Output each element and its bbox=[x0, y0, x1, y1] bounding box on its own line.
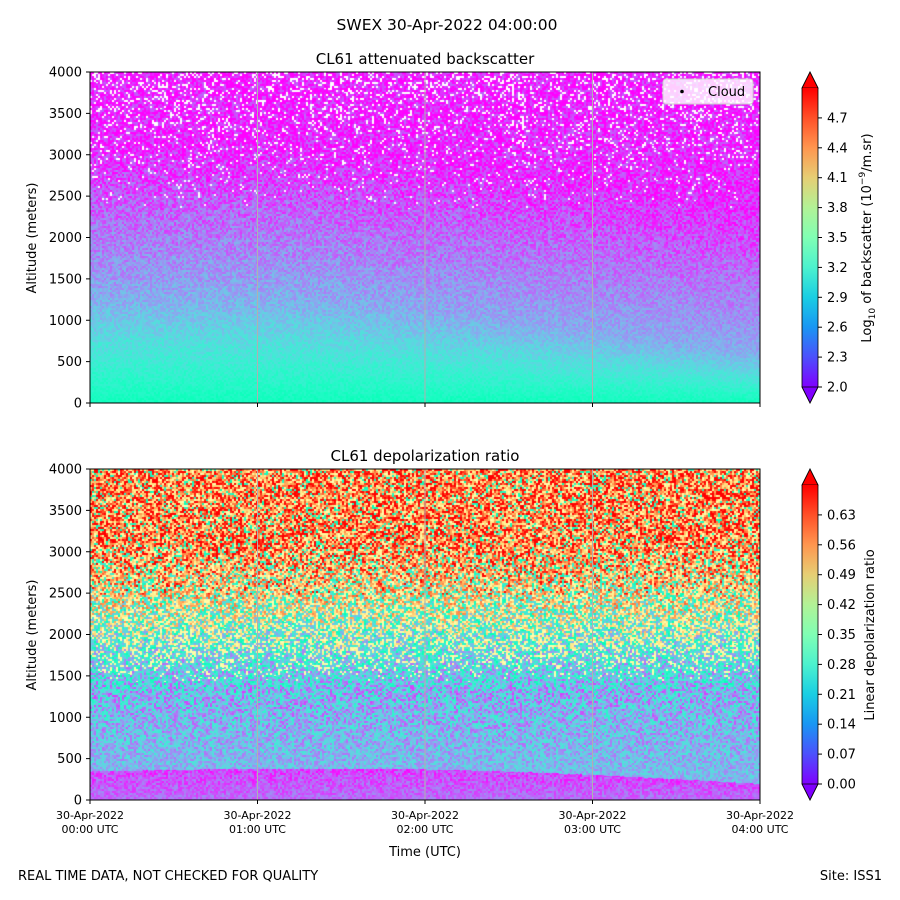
backscatter-title: CL61 attenuated backscatter bbox=[316, 50, 535, 68]
depolarization-colorbar-label: Linear depolarization ratio bbox=[863, 549, 878, 720]
backscatter-y-axis: 0 500 1000 1500 2000 2500 3000 3500 4000 bbox=[49, 66, 90, 412]
cloud-legend: Cloud bbox=[662, 78, 754, 105]
depolarization-colorbar-tick-label: 0.14 bbox=[827, 718, 856, 733]
backscatter-colorbar-tick-label: 4.4 bbox=[827, 141, 848, 156]
site-label: Site: ISS1 bbox=[819, 869, 882, 884]
backscatter-ytick-label: 3500 bbox=[49, 107, 82, 122]
backscatter-ytick-label: 4000 bbox=[49, 66, 82, 81]
backscatter-colorbar-tick-label: 3.8 bbox=[827, 201, 848, 216]
backscatter-x-axis bbox=[89, 403, 761, 407]
depolarization-colorbar-tick-label: 0.49 bbox=[827, 568, 856, 583]
depolarization-colorbar-tick-label: 0.21 bbox=[827, 688, 856, 703]
backscatter-colorbar-tick-label: 2.3 bbox=[827, 351, 848, 366]
backscatter-colorbar-label: Log10 of backscatter (10−9/m.sr) bbox=[858, 133, 878, 342]
depolarization-xtick-label: 30-Apr-2022 01:00 UTC bbox=[223, 809, 291, 836]
figure-title: SWEX 30-Apr-2022 04:00:00 bbox=[337, 16, 558, 34]
backscatter-ytick-label: 2000 bbox=[49, 231, 82, 246]
backscatter-colorbar-tick-label: 3.5 bbox=[827, 231, 848, 246]
backscatter-panel: CL61 attenuated backscatter 0 500 1000 1500… bbox=[25, 50, 878, 412]
depolarization-colorbar-tick-label: 0.63 bbox=[827, 508, 856, 523]
cloud-legend-marker bbox=[680, 89, 684, 94]
depolarization-ytick-label: 1500 bbox=[49, 669, 82, 684]
backscatter-ylabel: Altitude (meters) bbox=[25, 183, 40, 294]
depolarization-title: CL61 depolarization ratio bbox=[331, 447, 520, 465]
backscatter-ytick-label: 500 bbox=[57, 355, 82, 370]
backscatter-ytick-label: 1000 bbox=[49, 314, 82, 329]
cloud-legend-label: Cloud bbox=[708, 85, 745, 100]
backscatter-gridlines bbox=[257, 72, 593, 403]
backscatter-colorbar-tick-label: 2.9 bbox=[827, 291, 848, 306]
depolarization-ytick-label: 500 bbox=[57, 752, 82, 767]
backscatter-colorbar-tick-label: 4.7 bbox=[827, 111, 848, 126]
depolarization-colorbar-tick-label: 0.56 bbox=[827, 538, 856, 553]
backscatter-ytick-label: 1500 bbox=[49, 272, 82, 287]
depolarization-xtick-label: 30-Apr-2022 00:00 UTC bbox=[56, 809, 124, 836]
time-xlabel: Time (UTC) bbox=[388, 845, 461, 860]
depolarization-ytick-label: 2000 bbox=[49, 628, 82, 643]
depolarization-colorbar-tick-label: 0.00 bbox=[827, 778, 856, 793]
depolarization-ytick-label: 0 bbox=[74, 794, 82, 809]
backscatter-colorbar-tick-label: 2.0 bbox=[827, 381, 848, 396]
depolarization-panel: CL61 depolarization ratio 0 500 1000 1500 20… bbox=[25, 447, 878, 860]
depolarization-ytick-label: 1000 bbox=[49, 711, 82, 726]
depolarization-ytick-label: 3500 bbox=[49, 504, 82, 519]
backscatter-colorbar: 2.0 2.3 2.6 2.9 3.2 3.5 3.8 4.1 4.4 4.7 bbox=[801, 71, 848, 404]
depolarization-colorbar-tick-label: 0.35 bbox=[827, 628, 856, 643]
quality-disclaimer: REAL TIME DATA, NOT CHECKED FOR QUALITY bbox=[18, 869, 319, 884]
backscatter-ytick-label: 2500 bbox=[49, 190, 82, 205]
depolarization-colorbar-tick-label: 0.42 bbox=[827, 598, 856, 613]
depolarization-ylabel: Altitude (meters) bbox=[25, 580, 40, 691]
backscatter-ytick-label: 3000 bbox=[49, 148, 82, 163]
depolarization-xtick-label: 30-Apr-2022 02:00 UTC bbox=[391, 809, 459, 836]
depolarization-xtick-label: 30-Apr-2022 03:00 UTC bbox=[558, 809, 626, 836]
backscatter-colorbar-tick-label: 3.2 bbox=[827, 261, 848, 276]
depolarization-ytick-label: 2500 bbox=[49, 587, 82, 602]
depolarization-x-axis: 30-Apr-2022 00:00 UTC 30-Apr-2022 01:00 UTC… bbox=[56, 800, 794, 836]
depolarization-y-axis: 0 500 1000 1500 2000 2500 3000 3500 4000 bbox=[49, 463, 90, 809]
backscatter-colorbar-tick-label: 4.1 bbox=[827, 171, 848, 186]
depolarization-gridlines bbox=[257, 469, 593, 800]
backscatter-ytick-label: 0 bbox=[74, 397, 82, 412]
depolarization-colorbar-tick-label: 0.28 bbox=[827, 658, 856, 673]
depolarization-colorbar-tick-label: 0.07 bbox=[827, 748, 856, 763]
depolarization-ytick-label: 3000 bbox=[49, 545, 82, 560]
backscatter-colorbar-tick-label: 2.6 bbox=[827, 321, 848, 336]
depolarization-ytick-label: 4000 bbox=[49, 463, 82, 478]
depolarization-xtick-label: 30-Apr-2022 04:00 UTC bbox=[726, 809, 794, 836]
depolarization-colorbar: 0.00 0.07 0.14 0.21 0.28 0.35 0.42 0.49 0.56 0.63 bbox=[801, 468, 856, 801]
